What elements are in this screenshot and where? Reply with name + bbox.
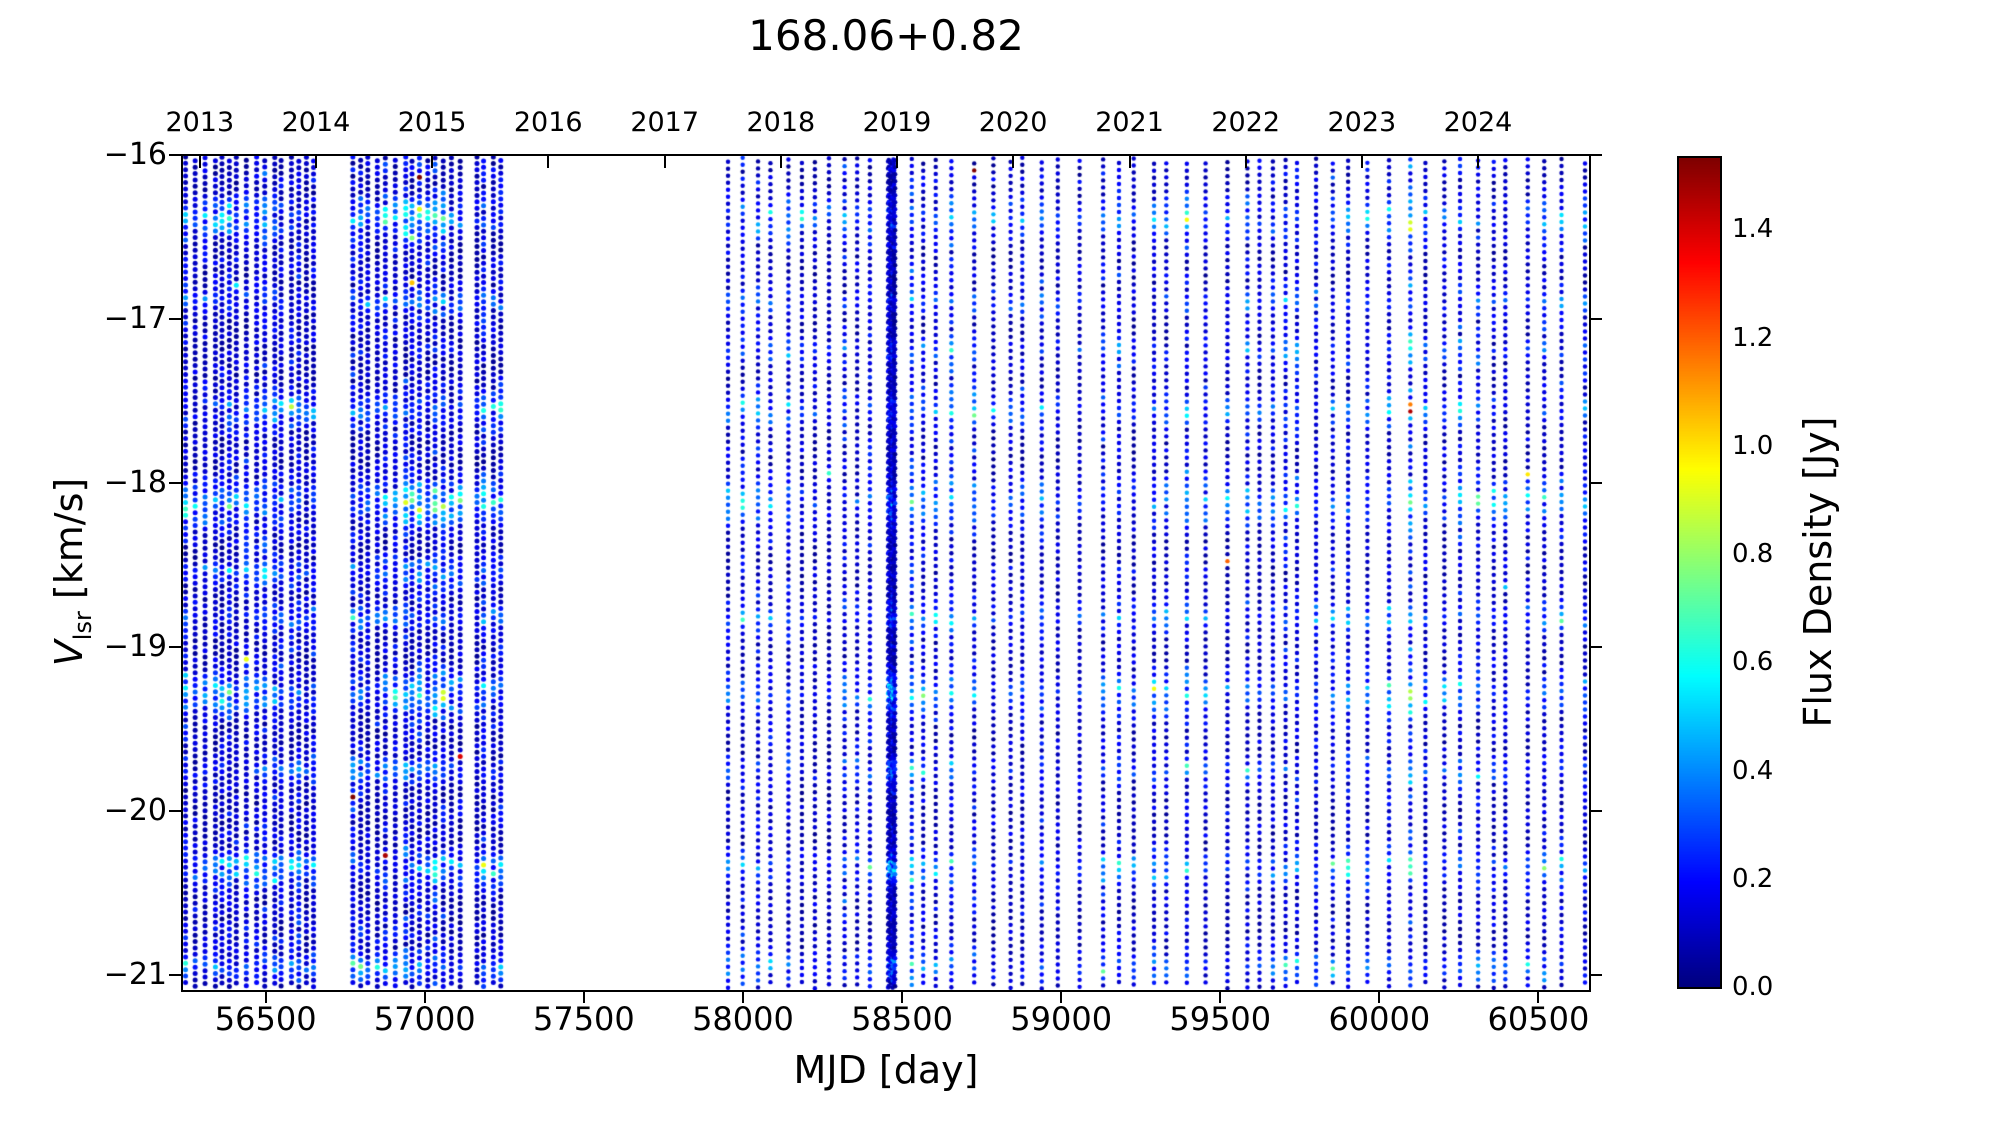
colorbar-tick-label: 0.4 (1732, 755, 1774, 786)
x-tick-label: 56500 (214, 1000, 317, 1038)
y-axis-label-variable: V (47, 640, 92, 667)
year-tick (1476, 155, 1479, 168)
year-tick (779, 155, 782, 168)
colorbar (1677, 156, 1722, 989)
y-tick (169, 974, 182, 977)
y-tick-label: −21 (103, 957, 167, 993)
colorbar-tick-label: 1.0 (1732, 430, 1774, 461)
y-tick (169, 482, 182, 485)
x-tick (1060, 990, 1063, 1003)
y-axis-label-subscript: lsr (68, 611, 97, 641)
year-tick-label: 2018 (746, 107, 816, 138)
year-tick-label: 2017 (630, 107, 700, 138)
y-axis-label: Vlsr [km/s] (47, 478, 97, 666)
x-tick-label: 58000 (692, 1000, 794, 1038)
year-tick-label: 2015 (397, 107, 467, 138)
x-tick-label: 57500 (532, 1000, 635, 1038)
colorbar-tick-label: 0.0 (1732, 972, 1774, 1002)
year-tick (198, 155, 201, 168)
y-tick (169, 154, 182, 156)
colorbar-tick-label: 0.2 (1732, 863, 1774, 894)
y-tick-right (1590, 974, 1602, 977)
year-tick-label: 2014 (281, 107, 351, 138)
year-tick (431, 155, 434, 168)
colorbar-label: Flux Density [Jy] (1796, 416, 1840, 728)
x-tick-label: 60500 (1487, 1000, 1590, 1038)
colorbar-tick-label: 0.6 (1732, 647, 1774, 678)
y-tick (169, 318, 182, 321)
x-tick-label: 60000 (1328, 1000, 1431, 1038)
year-tick (663, 155, 666, 168)
y-tick (169, 646, 182, 649)
y-tick-right (1590, 482, 1602, 485)
x-tick (1537, 990, 1540, 1003)
year-tick-label: 2016 (513, 107, 583, 138)
x-tick (423, 990, 426, 1003)
x-tick-label: 59500 (1169, 1000, 1272, 1038)
year-tick (1012, 155, 1015, 168)
year-tick-label: 2022 (1211, 107, 1281, 138)
scatter-canvas (182, 155, 1590, 990)
x-tick (1219, 990, 1222, 1003)
y-tick-right (1590, 810, 1602, 813)
x-tick-label: 58500 (851, 1000, 953, 1038)
year-tick (1360, 155, 1363, 168)
year-tick-label: 2021 (1095, 107, 1164, 138)
x-tick (264, 990, 267, 1003)
x-tick-label: 59000 (1010, 1000, 1113, 1038)
year-tick-label: 2019 (862, 107, 932, 138)
y-tick (169, 810, 182, 813)
x-tick (582, 990, 585, 1003)
y-tick-label: −20 (103, 793, 167, 829)
x-tick-label: 57000 (373, 1000, 476, 1038)
chart-title: 168.06+0.82 (748, 11, 1024, 60)
colorbar-tick-label: 1.2 (1732, 322, 1774, 353)
y-tick-right (1590, 154, 1602, 156)
y-tick-label: −17 (103, 301, 167, 337)
x-tick (741, 990, 744, 1003)
y-tick-label: −18 (103, 465, 167, 501)
x-tick (1378, 990, 1381, 1003)
year-tick (895, 155, 898, 168)
year-tick (547, 155, 550, 168)
year-tick-label: 2020 (978, 107, 1048, 138)
plot-border (181, 154, 1591, 992)
colorbar-tick-label: 1.4 (1732, 214, 1774, 245)
year-tick (314, 155, 317, 168)
y-tick-right (1590, 646, 1602, 649)
x-tick (901, 990, 904, 1003)
year-tick-label: 2023 (1327, 107, 1397, 138)
year-tick (1128, 155, 1131, 168)
y-axis-label-unit: [km/s] (47, 477, 92, 612)
y-tick-right (1590, 318, 1602, 321)
y-tick-label: −19 (103, 629, 167, 665)
x-axis-label: MJD [day] (793, 1048, 979, 1092)
year-tick-label: 2013 (165, 107, 235, 138)
y-tick-label: −16 (103, 137, 167, 172)
colorbar-tick-label: 0.8 (1732, 539, 1774, 570)
year-tick-label: 2024 (1443, 107, 1513, 138)
year-tick (1244, 155, 1247, 168)
colorbar-gradient-canvas (1679, 158, 1720, 987)
